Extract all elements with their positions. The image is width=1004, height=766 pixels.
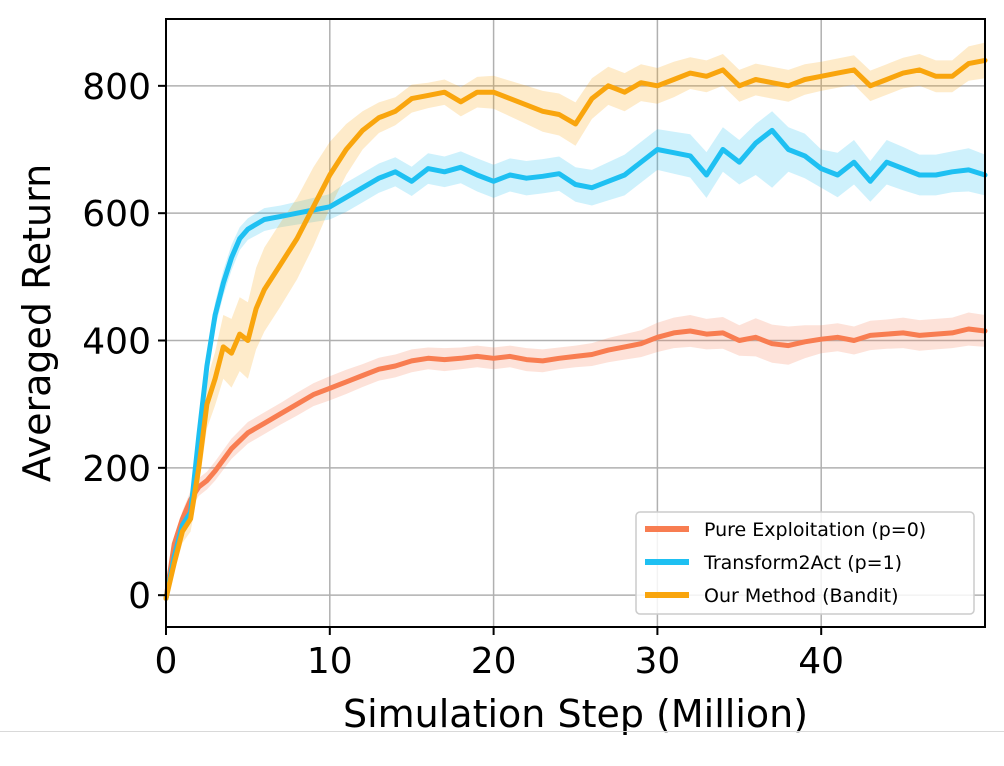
legend-label: Pure Exploitation (p=0) <box>704 519 926 541</box>
legend-label: Transform2Act (p=1) <box>703 552 902 574</box>
y-tick-label: 0 <box>128 576 151 617</box>
x-axis: 0 10 20 30 40 <box>155 627 844 682</box>
y-tick-label: 200 <box>82 449 151 490</box>
y-axis: 0 200 400 600 800 <box>82 67 166 617</box>
x-axis-label: Simulation Step (Million) <box>343 692 808 736</box>
x-tick-label: 30 <box>634 641 680 682</box>
plot-frame <box>165 18 986 628</box>
x-tick-label: 20 <box>471 641 517 682</box>
series-lines <box>163 57 988 601</box>
confidence-band-1 <box>166 111 985 602</box>
legend-box <box>635 511 975 615</box>
x-tick-label: 10 <box>307 641 353 682</box>
divider <box>0 731 1004 732</box>
series-line-1 <box>163 127 988 601</box>
confidence-bands <box>166 42 985 602</box>
series-line-0 <box>163 326 988 601</box>
y-tick-label: 800 <box>82 67 151 108</box>
confidence-band-0 <box>166 312 985 602</box>
series-line-2 <box>163 57 988 601</box>
legend: Pure Exploitation (p=0) Transform2Act (p=… <box>635 511 975 615</box>
x-tick-label: 0 <box>155 641 178 682</box>
grid <box>165 19 985 627</box>
y-tick-label: 400 <box>82 322 151 363</box>
legend-label: Our Method (Bandit) <box>704 585 898 607</box>
y-axis-label: Averaged Return <box>15 164 59 482</box>
x-tick-label: 40 <box>798 641 844 682</box>
y-tick-label: 600 <box>82 194 151 235</box>
